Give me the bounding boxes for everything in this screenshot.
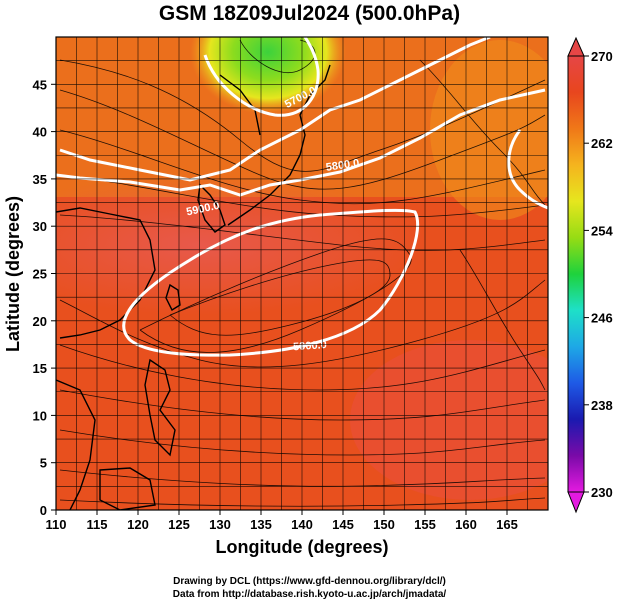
y-tick-label: 30 — [33, 219, 47, 234]
credit-data-source: Data from http://database.rish.kyoto-u.a… — [172, 589, 447, 600]
x-axis-label: Longitude (degrees) — [215, 537, 388, 557]
eastern-siberia-coastline — [219, 74, 261, 136]
credit-dcl: Drawing by DCL (https://www.gfd-dennou.o… — [173, 576, 446, 587]
height-contours — [56, 37, 548, 357]
streamline — [59, 429, 546, 456]
map-grid — [56, 37, 548, 510]
streamline — [59, 344, 546, 391]
colorbar-label: 262 — [591, 136, 613, 151]
colorbar-label: 254 — [591, 223, 613, 238]
y-axis-label: Latitude (degrees) — [3, 196, 23, 352]
southeast-warm-patch — [350, 340, 548, 500]
x-tick-label: 115 — [87, 517, 108, 532]
colorbar-labels: 270 262 254 246 238 230 — [584, 49, 613, 500]
colorbar-bottom-arrow — [567, 491, 585, 514]
streamline — [59, 59, 546, 172]
x-tick-label: 165 — [496, 517, 518, 532]
colorbar-label: 230 — [591, 485, 613, 500]
x-tick-label: 155 — [414, 517, 436, 532]
y-tick-label: 10 — [33, 408, 47, 423]
colorbar-label: 246 — [591, 311, 613, 326]
map-title: GSM 18Z09Jul2024 (500.0hPa) — [158, 2, 461, 25]
x-tick-label: 140 — [291, 517, 313, 532]
coastlines — [56, 64, 331, 510]
contour-line — [59, 37, 491, 182]
x-tick-label: 160 — [455, 517, 477, 532]
y-tick-label: 45 — [33, 77, 47, 92]
contour-line — [507, 129, 548, 210]
northeast-orange-patch — [430, 40, 548, 220]
y-tick-label: 15 — [33, 361, 47, 376]
y-tick-label: 40 — [33, 125, 47, 140]
y-tick-label: 0 — [40, 503, 47, 518]
y-axis: 0 5 10 15 20 25 30 35 40 45 — [33, 77, 56, 518]
y-tick-label: 5 — [40, 456, 47, 471]
contour-line — [56, 88, 546, 197]
philippines-coastline — [144, 358, 176, 457]
borneo-coastline — [99, 467, 156, 510]
streamline — [59, 389, 546, 421]
streamline — [59, 129, 546, 205]
colorbar: 270 262 254 246 238 230 — [567, 36, 613, 514]
indochina-coastline — [56, 379, 96, 510]
x-tick-label: 150 — [373, 517, 395, 532]
x-tick-label: 130 — [209, 517, 231, 532]
x-tick-label: 110 — [46, 517, 67, 532]
contour-line — [122, 208, 420, 357]
colorbar-top-arrow — [567, 36, 585, 57]
cold-low-core — [190, 37, 346, 114]
colorbar-label: 270 — [591, 49, 613, 64]
streamline — [239, 39, 316, 73]
x-tick-label: 120 — [127, 517, 149, 532]
streamline — [59, 89, 546, 190]
y-tick-label: 25 — [33, 267, 47, 282]
asia-mainland-coastline — [56, 207, 156, 339]
y-tick-label: 20 — [33, 314, 47, 329]
streamline — [59, 497, 546, 507]
taiwan-coastline — [165, 283, 181, 312]
contour-label: 5800.0 — [325, 157, 360, 174]
streamline — [169, 259, 391, 336]
x-tick-label: 135 — [250, 517, 272, 532]
colorbar-label: 238 — [591, 398, 613, 413]
colorbar-scale — [567, 55, 585, 493]
streamline — [459, 249, 546, 391]
y-tick-label: 35 — [33, 172, 47, 187]
x-tick-label: 145 — [332, 517, 354, 532]
x-tick-label: 125 — [168, 517, 190, 532]
x-axis: 110 115 120 125 130 135 140 145 150 155 160 165 — [46, 510, 518, 532]
contour-label: 5900.0 — [293, 339, 327, 353]
contour-line — [203, 37, 320, 117]
